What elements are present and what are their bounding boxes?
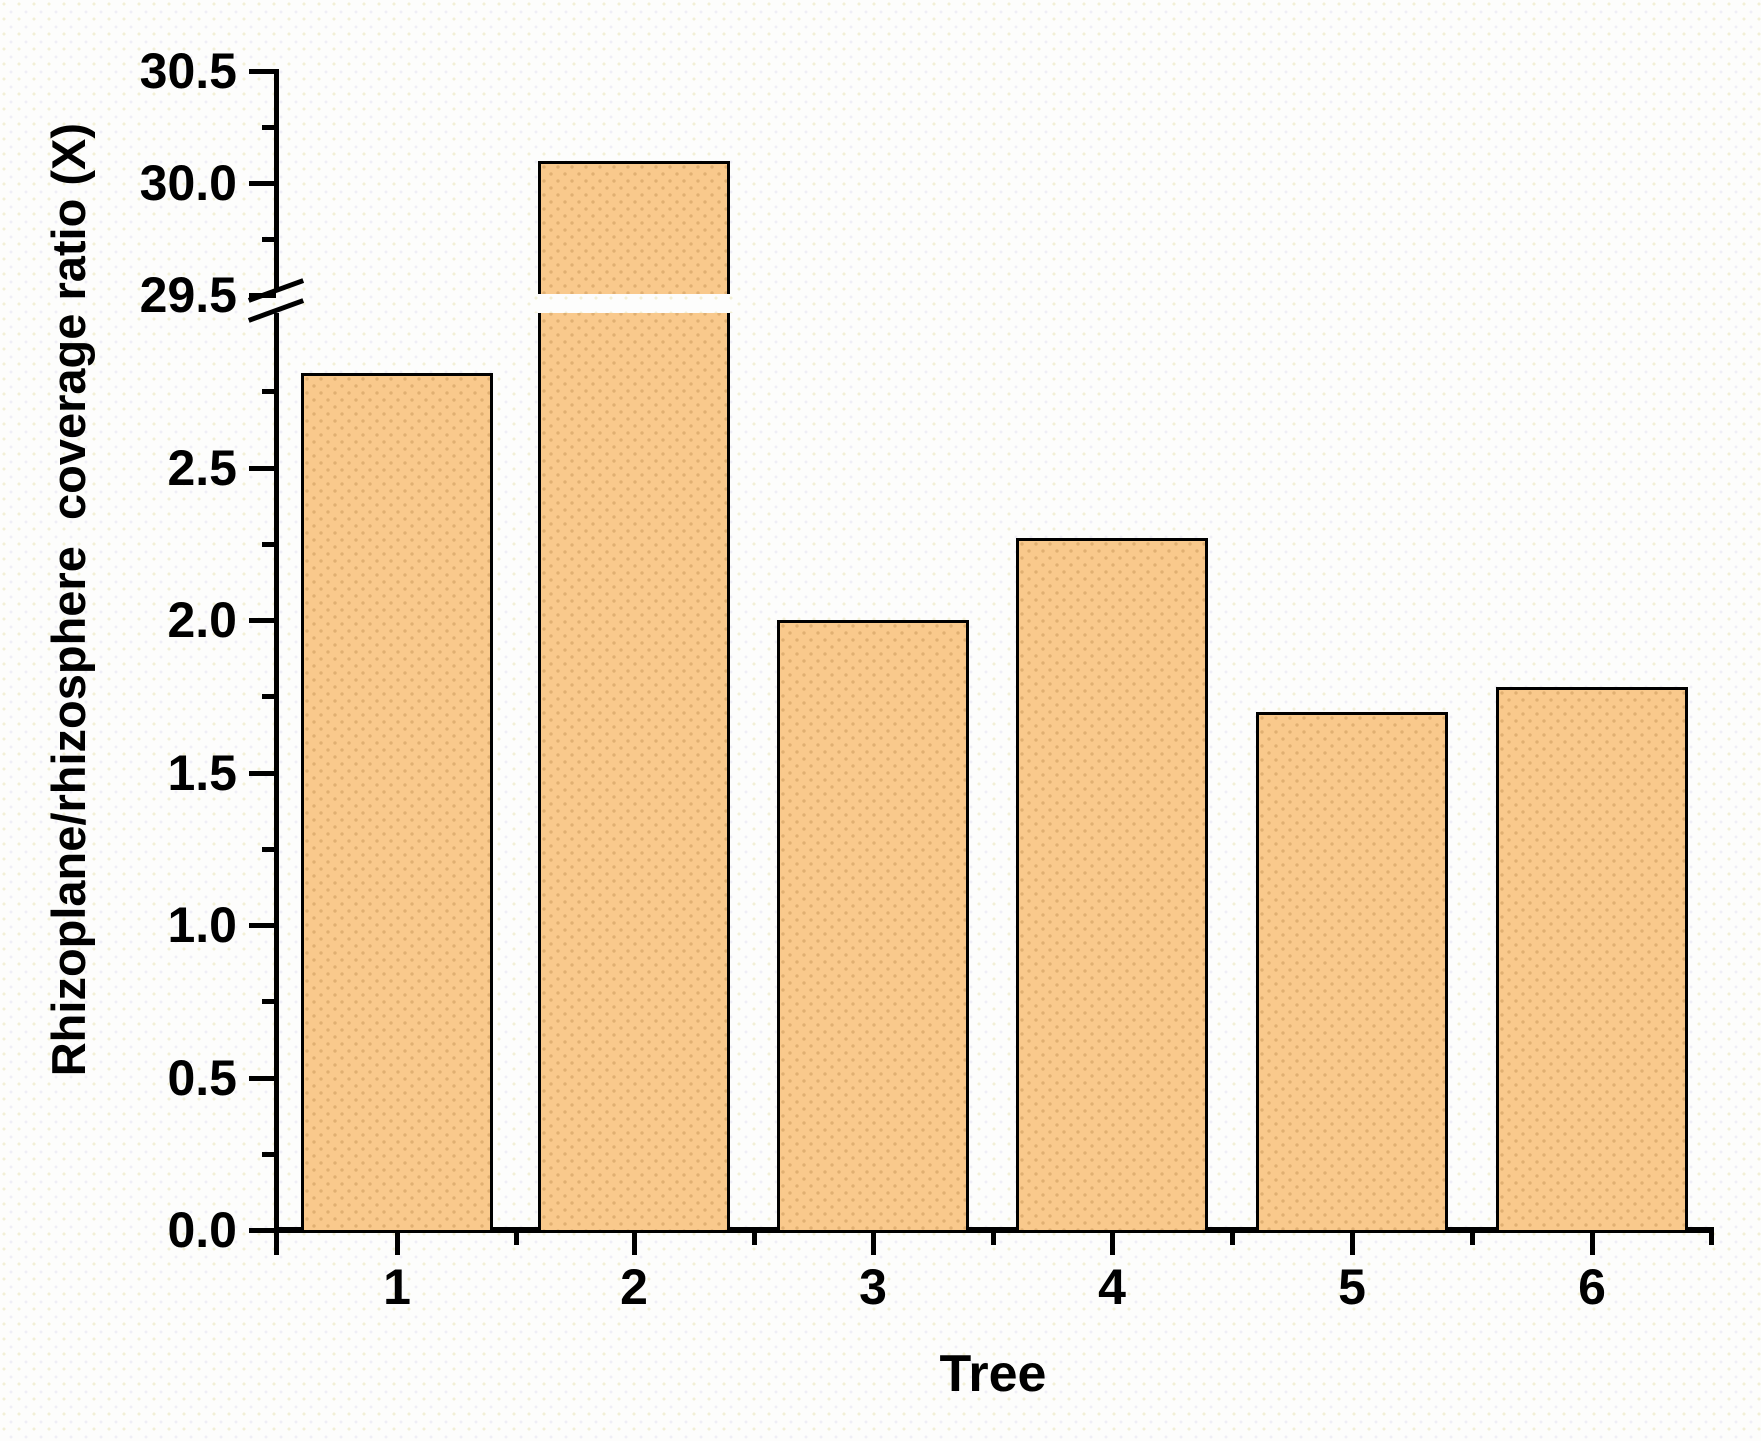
y-minor-tick <box>262 389 276 395</box>
y-tick-label: 1.0 <box>167 897 237 953</box>
y-major-tick <box>249 181 276 186</box>
x-major-tick <box>1110 1233 1115 1255</box>
x-tick-label: 4 <box>1098 1259 1126 1315</box>
x-axis-line <box>274 1227 1714 1233</box>
x-major-tick <box>1350 1233 1355 1255</box>
y-major-tick <box>249 1075 276 1081</box>
y-minor-tick <box>262 541 276 547</box>
bar <box>777 620 969 1233</box>
y-major-tick <box>249 770 276 776</box>
y-tick-label: 2.0 <box>167 592 237 648</box>
x-minor-tick <box>1709 1233 1714 1245</box>
bar <box>538 160 730 1233</box>
y-major-tick <box>249 1228 276 1233</box>
x-tick-label: 1 <box>383 1259 411 1315</box>
x-major-tick <box>871 1233 876 1255</box>
y-tick-label: 30.0 <box>139 155 237 211</box>
bar <box>301 372 493 1233</box>
y-axis-line-lower <box>274 313 279 1233</box>
x-tick-label: 3 <box>859 1259 887 1315</box>
x-axis-title: Tree <box>939 1345 1047 1403</box>
y-major-tick <box>249 923 276 928</box>
bar <box>1496 687 1688 1233</box>
y-major-tick <box>249 465 276 471</box>
y-axis-line-upper <box>274 69 279 289</box>
x-minor-tick <box>1230 1233 1235 1245</box>
y-tick-label: 1.5 <box>167 744 237 801</box>
bar <box>1016 537 1208 1233</box>
y-minor-tick <box>262 846 276 852</box>
y-minor-tick <box>262 125 276 130</box>
x-major-tick <box>395 1233 400 1255</box>
x-minor-tick <box>1470 1233 1475 1245</box>
x-major-tick <box>1590 1233 1595 1255</box>
y-major-tick <box>249 69 276 74</box>
y-minor-tick <box>262 237 276 242</box>
bar <box>1256 711 1448 1233</box>
y-tick-label: 30.5 <box>139 43 237 99</box>
y-axis-title-box: Rhizoplane/rhizosphere coverage ratio (X… <box>22 68 114 1132</box>
y-tick-label: 2.5 <box>167 439 237 496</box>
x-tick-label: 2 <box>620 1259 648 1315</box>
y-minor-tick <box>262 694 276 700</box>
axis-break-band <box>532 294 736 313</box>
x-tick-label: 5 <box>1338 1259 1366 1315</box>
y-tick-label: 29.5 <box>139 267 237 323</box>
y-tick-label: 0.5 <box>167 1049 237 1106</box>
y-major-tick <box>249 618 276 623</box>
y-minor-tick <box>262 1151 276 1157</box>
x-minor-tick <box>513 1233 519 1245</box>
x-major-tick <box>274 1233 279 1255</box>
y-minor-tick <box>262 999 276 1005</box>
y-tick-label: 0.0 <box>167 1202 237 1258</box>
x-minor-tick <box>751 1233 757 1245</box>
x-tick-label: 6 <box>1578 1259 1606 1315</box>
x-major-tick <box>632 1233 637 1255</box>
x-minor-tick <box>990 1233 996 1245</box>
y-axis-title: Rhizoplane/rhizosphere coverage ratio (X… <box>41 123 95 1077</box>
